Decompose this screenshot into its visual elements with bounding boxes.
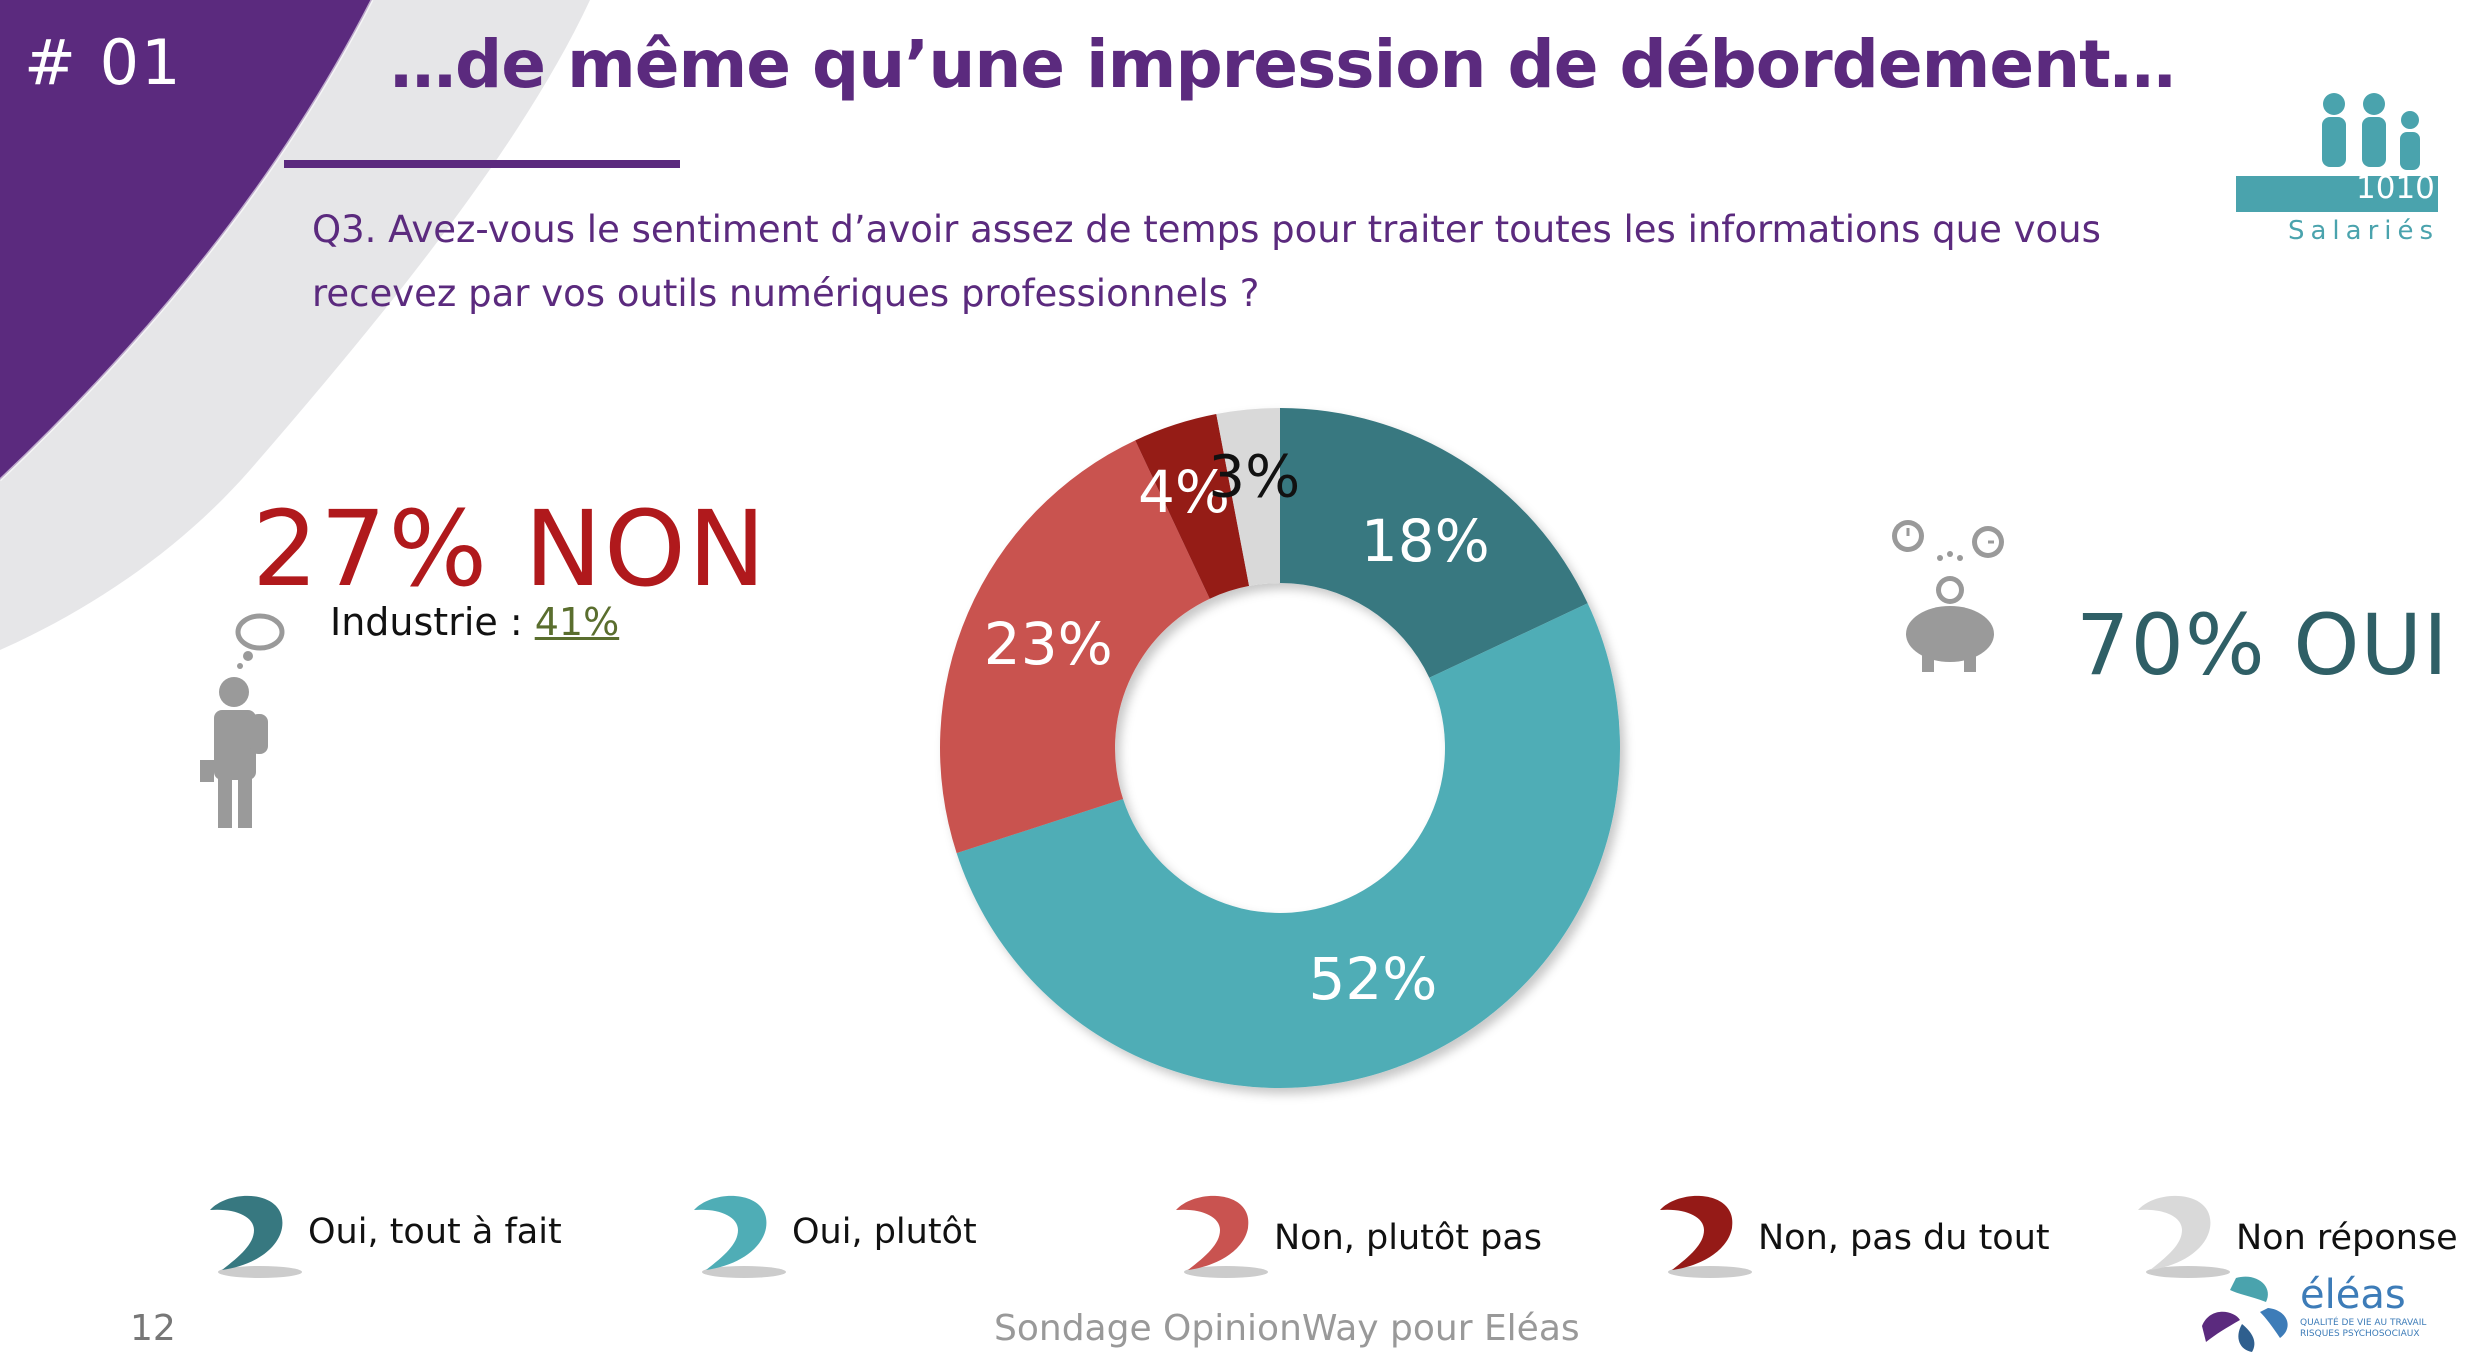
logo-1010-number: 1010 bbox=[2356, 170, 2435, 206]
donut-label-4: 4% bbox=[1138, 458, 1230, 526]
industry-label: Industrie : bbox=[330, 600, 535, 644]
legend-label-5: Non réponse bbox=[2236, 1218, 2458, 1258]
logo-1010-salaries: 1010 Salariés bbox=[2236, 90, 2448, 260]
legend-label-3: Non, plutôt pas bbox=[1274, 1218, 1543, 1258]
legend-label-1: Oui, tout à fait bbox=[308, 1212, 562, 1252]
eleas-logo-word: éléas bbox=[2300, 1272, 2406, 1318]
industry-value: 41% bbox=[534, 600, 620, 644]
legend-swatch-1 bbox=[210, 1195, 302, 1278]
donut-chart: 18% 52% 23% 4%3% bbox=[940, 408, 1620, 1089]
kpi-oui-headline: 70% OUI bbox=[2076, 596, 2449, 694]
thinking-man-icon bbox=[200, 613, 285, 828]
legend-label-2: Oui, plutôt bbox=[792, 1212, 977, 1252]
donut-label-1: 18% bbox=[1361, 507, 1490, 575]
page-title: …de même qu’une impression de débordemen… bbox=[390, 26, 2176, 103]
legend-swatch-2 bbox=[694, 1195, 786, 1278]
source-note: Sondage OpinionWay pour Eléas bbox=[994, 1308, 1580, 1349]
slide-number: # 01 bbox=[24, 26, 183, 99]
donut-label-2: 52% bbox=[1308, 945, 1437, 1013]
donut-slice-3 bbox=[940, 440, 1210, 854]
legend-swatch-4 bbox=[1660, 1195, 1752, 1278]
donut-slice-5 bbox=[1216, 408, 1280, 586]
legend-label-4: Non, pas du tout bbox=[1758, 1218, 2050, 1258]
title-underline bbox=[284, 160, 680, 168]
donut-slice-1 bbox=[1280, 408, 1588, 678]
industry-stat: Industrie : 41% bbox=[330, 600, 619, 644]
kpi-non-headline: 27% NON bbox=[252, 488, 768, 610]
eleas-logo-tagline: QUALITÉ DE VIE AU TRAVAIL RISQUES PSYCHO… bbox=[2300, 1318, 2427, 1339]
donut-slice-4 bbox=[1135, 414, 1250, 599]
question-text: Q3. Avez-vous le sentiment d’avoir assez… bbox=[312, 208, 2101, 315]
donut-slice-2 bbox=[956, 603, 1620, 1089]
logo-1010-word: Salariés bbox=[2288, 216, 2440, 246]
piggy-bank-clock-icon bbox=[1892, 520, 2004, 672]
legend-swatch-3 bbox=[1176, 1195, 1268, 1278]
donut-label-3: 23% bbox=[984, 610, 1113, 678]
eleas-logo: éléas QUALITÉ DE VIE AU TRAVAIL RISQUES … bbox=[2196, 1272, 2456, 1352]
donut-label-5: 3% bbox=[1208, 443, 1300, 511]
page-number: 12 bbox=[130, 1308, 176, 1349]
eleas-mark-icon bbox=[2202, 1276, 2288, 1352]
people-icon bbox=[2236, 93, 2438, 212]
legend-swatch-5 bbox=[2138, 1195, 2230, 1278]
